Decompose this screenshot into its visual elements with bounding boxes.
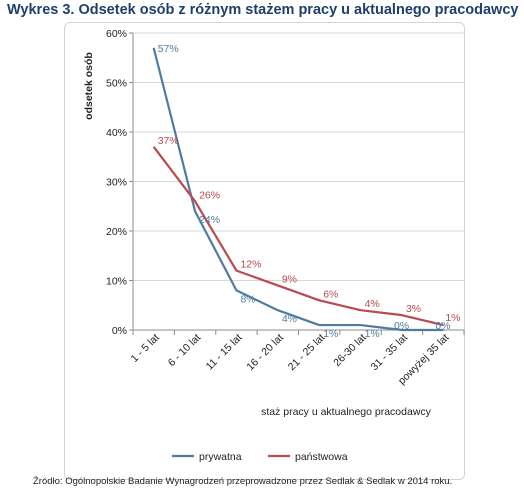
y-tick-label: 20% <box>106 226 127 238</box>
data-label: 0% <box>435 320 450 332</box>
y-tick-label: 60% <box>106 28 127 40</box>
y-tick-label: 30% <box>106 177 127 189</box>
legend-label: państwowa <box>295 451 348 463</box>
x-tick-label: 21 - 25 lat <box>286 332 328 374</box>
source-note: Źródło: Ogólnopolskie Badanie Wynagrodze… <box>33 476 453 487</box>
data-label: 4% <box>282 313 297 325</box>
data-label: 6% <box>323 288 338 300</box>
data-label: 8% <box>240 293 255 305</box>
x-axis-title: staż pracy u aktualnego pracodawcy <box>261 406 432 418</box>
y-axis-title: odsetek osób <box>83 52 95 120</box>
y-tick-label: 10% <box>106 276 127 288</box>
y-tick-label: 50% <box>106 78 127 90</box>
x-tick-label: 1 - 5 lat <box>129 332 162 365</box>
data-label: 9% <box>282 273 297 285</box>
data-label: 37% <box>158 135 179 147</box>
data-label: 24% <box>199 214 220 226</box>
data-label: 4% <box>365 298 380 310</box>
data-label: 1% <box>365 328 380 340</box>
data-label: 57% <box>158 43 179 55</box>
y-tick-label: 40% <box>106 127 127 139</box>
series-line-0 <box>152 47 444 332</box>
data-label: 3% <box>406 303 421 315</box>
series-line-1 <box>152 146 444 327</box>
chart-frame <box>64 22 465 480</box>
data-label: 12% <box>240 259 261 271</box>
x-tick-label: 11 - 15 lat <box>204 332 245 373</box>
y-tick-label: 0% <box>112 325 127 337</box>
data-label: 26% <box>199 189 220 201</box>
x-tick-label: 6 - 10 lat <box>166 332 203 369</box>
data-label: 0% <box>394 320 409 332</box>
chart-title: Wykres 3. Odsetek osób z różnym stażem p… <box>7 2 519 18</box>
x-tick-label: 16 - 20 lat <box>244 332 286 374</box>
legend-label: prywatna <box>199 451 242 463</box>
data-label: 1% <box>323 328 338 340</box>
data-label: 1% <box>445 312 460 324</box>
